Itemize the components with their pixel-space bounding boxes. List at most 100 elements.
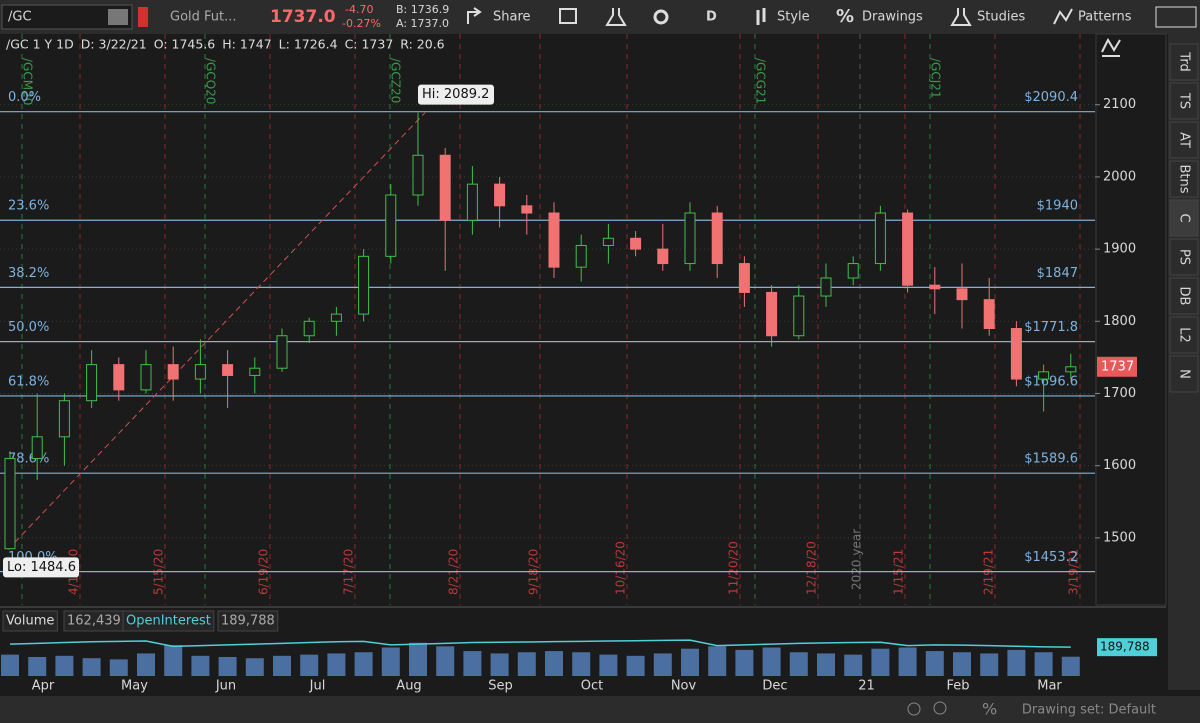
candle-body: [548, 212, 560, 268]
volume-bar: [925, 651, 944, 676]
volume-bar: [28, 657, 47, 676]
share-icon[interactable]: [467, 7, 482, 24]
candle-body: [1038, 371, 1050, 380]
candle-body: [31, 436, 43, 459]
volume-bar: [327, 653, 346, 676]
settings-icon[interactable]: [653, 9, 669, 25]
sidebar-tab[interactable]: [1169, 355, 1199, 393]
volume-bar: [273, 655, 291, 676]
oi-tag: [1097, 638, 1157, 657]
volume-bar: [708, 646, 727, 676]
sidebar-tab-label[interactable]: C: [1177, 213, 1192, 222]
sidebar-tab[interactable]: [1169, 43, 1199, 81]
period-button[interactable]: D: [706, 10, 717, 25]
volume-bar: [409, 642, 427, 676]
candle-body: [58, 400, 70, 438]
sidebar-tab[interactable]: [1169, 160, 1199, 198]
candle-body: [847, 263, 859, 279]
sidebar-tab[interactable]: [1169, 199, 1199, 237]
x-tick-label: Oct: [581, 679, 603, 694]
info-item: H: 1747: [222, 37, 271, 52]
sidebar-tab-label[interactable]: PS: [1177, 249, 1192, 265]
sidebar-tab-label[interactable]: L2: [1177, 327, 1192, 343]
sidebar-tab-label[interactable]: TS: [1177, 92, 1192, 109]
zoom-icon[interactable]: [933, 701, 947, 715]
y-tick-label: 1800: [1103, 314, 1136, 329]
volume-bar: [354, 652, 373, 676]
candle-body: [630, 237, 642, 250]
info-item: C: 1737: [345, 37, 394, 52]
flask-icon[interactable]: [605, 8, 627, 26]
expiry-label: /GCJ21: [929, 58, 943, 99]
symbol[interactable]: /GC: [8, 10, 32, 25]
candle-body: [412, 154, 424, 196]
sidebar-tab-label[interactable]: Trd: [1177, 51, 1192, 71]
ask: A: 1737.0: [396, 17, 449, 30]
sidebar-tab-label[interactable]: AT: [1177, 132, 1192, 148]
sidebar-tab[interactable]: [1169, 82, 1199, 120]
candle-body: [1010, 328, 1022, 380]
panel-label-box: [2, 610, 58, 632]
instrument-name: Gold Fut...: [170, 10, 237, 25]
drawings-button[interactable]: Drawings: [862, 10, 923, 25]
info-item: /GC 1 Y 1D: [6, 37, 74, 52]
hi-label-box: [418, 84, 494, 105]
sidebar-tab-label[interactable]: Btns: [1177, 164, 1192, 193]
y-tick-label: 2000: [1103, 169, 1136, 184]
volume-bar: [898, 647, 917, 676]
link-icon[interactable]: [138, 7, 148, 27]
sidebar-tab[interactable]: [1169, 238, 1199, 276]
panel-label: 162,439: [67, 614, 121, 629]
candle-body: [194, 364, 206, 380]
sidebar-tab-label[interactable]: DB: [1177, 287, 1192, 306]
candle-body: [4, 457, 16, 550]
oi-tag-label: 189,788: [1100, 640, 1150, 654]
panel-separator: [0, 606, 1166, 608]
crosshair-icon[interactable]: [907, 702, 921, 716]
symbol-dropdown[interactable]: [108, 9, 128, 25]
panel-label: 189,788: [221, 614, 275, 629]
sidebar-tab-label[interactable]: N: [1177, 369, 1192, 379]
y-tick-label: 1600: [1103, 458, 1136, 473]
studies-button[interactable]: Studies: [977, 10, 1025, 25]
scale-icon[interactable]: [1101, 37, 1121, 57]
info-item: D: 3/22/21: [81, 37, 147, 52]
x-tick-label: Jun: [215, 679, 236, 694]
date-marker-label: 12/18/20: [805, 541, 819, 595]
studies-icon[interactable]: [950, 8, 972, 26]
fib-percent: 0.0%: [8, 90, 41, 105]
drawing-set[interactable]: Drawing set: Default: [1022, 703, 1156, 718]
candle-body: [439, 154, 451, 221]
year-label: 2020 year: [850, 529, 864, 590]
status-bar: [0, 696, 1200, 723]
x-tick-label: Mar: [1037, 679, 1062, 694]
menu-icon[interactable]: [1155, 6, 1197, 28]
candle-body: [793, 295, 805, 337]
volume-bar: [381, 647, 400, 676]
volume-bar: [844, 654, 863, 676]
drawing-set-icon[interactable]: %: [982, 700, 997, 719]
sidebar-tab[interactable]: [1169, 121, 1199, 159]
candle-body: [575, 245, 587, 268]
patterns-button[interactable]: Patterns: [1078, 10, 1132, 25]
panel-label: Volume: [6, 614, 54, 629]
sidebar-tab[interactable]: [1169, 277, 1199, 315]
fib-price: $1771.8: [1024, 320, 1078, 335]
candle-body: [303, 320, 315, 337]
volume-bar: [463, 651, 482, 676]
volume-bar: [218, 657, 237, 676]
expiry-label: /GCQ20: [204, 58, 218, 104]
share-button[interactable]: Share: [493, 10, 531, 25]
volume-bar: [517, 652, 536, 676]
drawings-icon[interactable]: %: [836, 6, 854, 27]
style-icon[interactable]: [756, 8, 766, 25]
candle-body: [249, 367, 261, 376]
hi-label: Hi: 2089.2: [422, 87, 489, 102]
style-button[interactable]: Style: [777, 10, 810, 25]
calendar-icon[interactable]: [559, 8, 577, 24]
patterns-icon[interactable]: [1053, 8, 1073, 25]
sidebar-tab[interactable]: [1169, 316, 1199, 354]
change: -4.70: [345, 3, 373, 16]
